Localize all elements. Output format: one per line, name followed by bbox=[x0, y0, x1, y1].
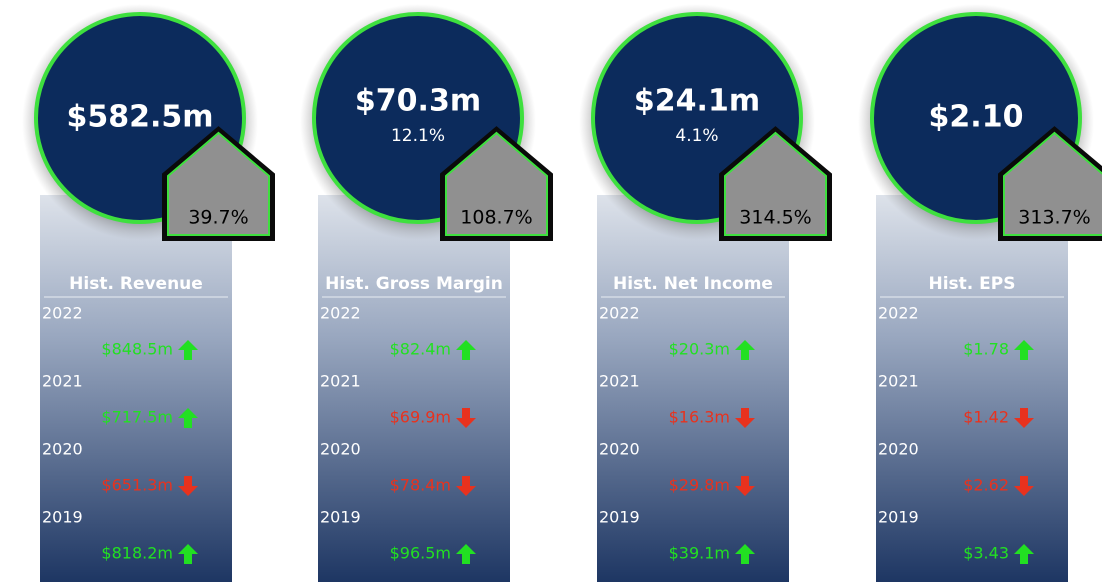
history-value: $78.4m bbox=[390, 476, 451, 495]
history-value: $848.5m bbox=[101, 340, 173, 359]
history-title: Hist. Net Income bbox=[613, 274, 773, 294]
change-badge-inner bbox=[1003, 131, 1102, 236]
change-badge-inner bbox=[724, 131, 827, 236]
arrow-up bbox=[1014, 340, 1034, 360]
history-value: $16.3m bbox=[669, 408, 730, 427]
change-value: 108.7% bbox=[460, 207, 532, 229]
arrow-up bbox=[735, 340, 755, 360]
history-value: $96.5m bbox=[390, 544, 451, 563]
history-year: 2020 bbox=[320, 440, 361, 459]
history-value: $39.1m bbox=[669, 544, 730, 563]
history-title: Hist. EPS bbox=[929, 274, 1016, 294]
history-title: Hist. Revenue bbox=[69, 274, 203, 294]
history-year: 2021 bbox=[878, 372, 919, 391]
history-year: 2022 bbox=[878, 304, 919, 323]
history-year: 2020 bbox=[878, 440, 919, 459]
change-value: 313.7% bbox=[1018, 207, 1090, 229]
history-year: 2020 bbox=[42, 440, 83, 459]
kpi-value: $2.10 bbox=[929, 100, 1024, 135]
history-value: $69.9m bbox=[390, 408, 451, 427]
history-value: $1.42 bbox=[963, 408, 1009, 427]
change-badge-inner bbox=[445, 131, 548, 236]
history-year: 2021 bbox=[599, 372, 640, 391]
arrow-up bbox=[456, 544, 476, 564]
history-year: 2021 bbox=[320, 372, 361, 391]
panel bbox=[318, 195, 510, 582]
history-year: 2019 bbox=[599, 508, 640, 527]
arrow-up bbox=[178, 408, 198, 428]
arrow-up bbox=[1014, 544, 1034, 564]
history-value: $82.4m bbox=[390, 340, 451, 359]
arrow-up bbox=[456, 340, 476, 360]
arrow-down bbox=[735, 408, 755, 428]
history-year: 2022 bbox=[42, 304, 83, 323]
change-badge-inner bbox=[167, 131, 270, 236]
arrow-down bbox=[178, 476, 198, 496]
kpi-subtitle: 12.1% bbox=[391, 126, 445, 146]
history-value: $3.43 bbox=[963, 544, 1009, 563]
kpi-value: $582.5m bbox=[66, 100, 213, 135]
kpi-value: $24.1m bbox=[634, 84, 760, 119]
arrow-up bbox=[735, 544, 755, 564]
history-value: $20.3m bbox=[669, 340, 730, 359]
panel bbox=[876, 195, 1068, 582]
arrow-up bbox=[178, 340, 198, 360]
kpi-subtitle: 4.1% bbox=[675, 126, 718, 146]
history-year: 2022 bbox=[599, 304, 640, 323]
arrow-down bbox=[1014, 408, 1034, 428]
history-title: Hist. Gross Margin bbox=[325, 274, 503, 294]
history-year: 2020 bbox=[599, 440, 640, 459]
history-value: $818.2m bbox=[101, 544, 173, 563]
arrow-up bbox=[178, 544, 198, 564]
history-value: $651.3m bbox=[101, 476, 173, 495]
history-year: 2019 bbox=[320, 508, 361, 527]
history-value: $29.8m bbox=[669, 476, 730, 495]
history-value: $2.62 bbox=[963, 476, 1009, 495]
panel bbox=[597, 195, 789, 582]
arrow-down bbox=[735, 476, 755, 496]
history-value: $717.5m bbox=[101, 408, 173, 427]
panel bbox=[40, 195, 232, 582]
change-value: 314.5% bbox=[739, 207, 811, 229]
arrow-down bbox=[1014, 476, 1034, 496]
change-value: 39.7% bbox=[188, 207, 248, 229]
history-value: $1.78 bbox=[963, 340, 1009, 359]
kpi-value: $70.3m bbox=[355, 84, 481, 119]
history-year: 2019 bbox=[878, 508, 919, 527]
history-year: 2021 bbox=[42, 372, 83, 391]
arrow-down bbox=[456, 408, 476, 428]
arrow-down bbox=[456, 476, 476, 496]
history-year: 2022 bbox=[320, 304, 361, 323]
history-year: 2019 bbox=[42, 508, 83, 527]
